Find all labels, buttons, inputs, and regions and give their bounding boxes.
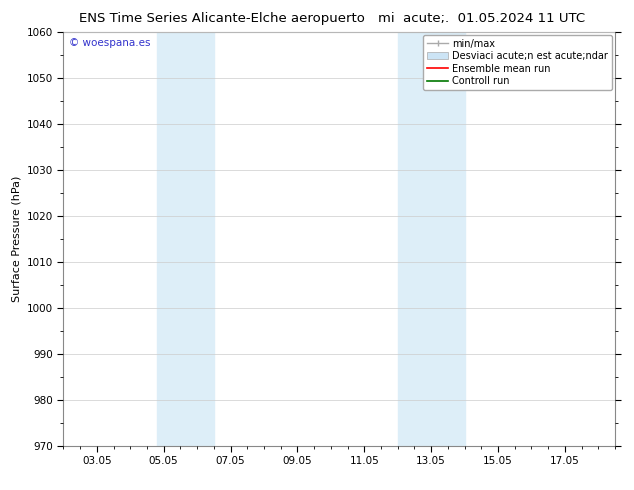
Text: © woespana.es: © woespana.es <box>69 38 150 48</box>
Text: mi  acute;.  01.05.2024 11 UTC: mi acute;. 01.05.2024 11 UTC <box>378 12 585 25</box>
Legend: min/max, Desviaci acute;n est acute;ndar, Ensemble mean run, Controll run: min/max, Desviaci acute;n est acute;ndar… <box>423 35 612 90</box>
Y-axis label: Surface Pressure (hPa): Surface Pressure (hPa) <box>11 176 21 302</box>
Bar <box>157 32 214 446</box>
Bar <box>398 32 465 446</box>
Text: ENS Time Series Alicante-Elche aeropuerto: ENS Time Series Alicante-Elche aeropuert… <box>79 12 365 25</box>
